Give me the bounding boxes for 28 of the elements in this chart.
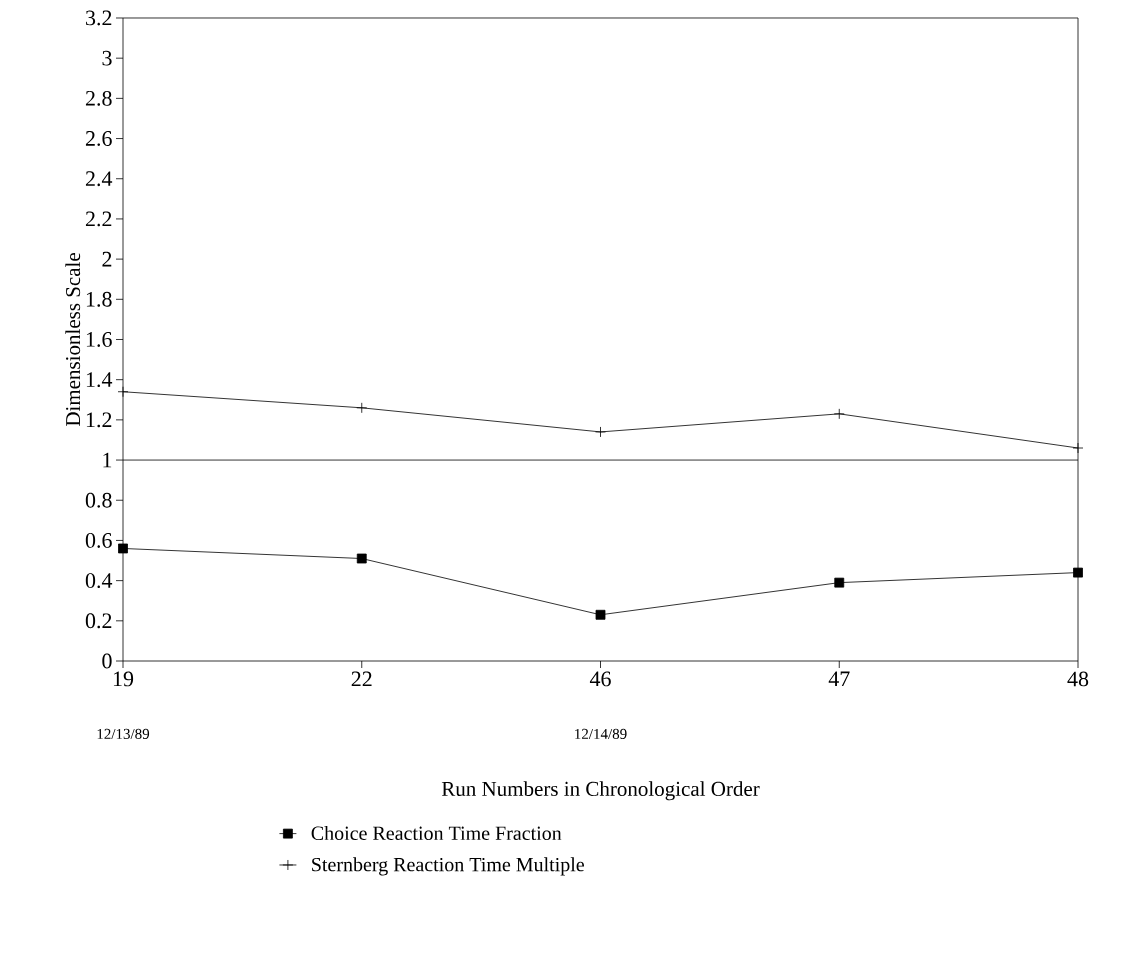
legend-label: Choice Reaction Time Fraction	[311, 825, 562, 841]
y-tick-label: 2.2	[85, 211, 112, 227]
y-tick-label: 1.8	[86, 291, 112, 307]
y-tick-label: 1	[103, 452, 112, 468]
y-tick-label: 3	[102, 50, 112, 66]
y-tick-label: 1.6	[86, 332, 112, 347]
y-tick-label: 0	[102, 653, 112, 669]
y-axis-title: Dimensionless Scale	[65, 253, 81, 427]
y-tick-label: 0.4	[85, 573, 113, 589]
x-tick-label: 22	[351, 671, 372, 687]
y-tick-label: 2.8	[85, 90, 112, 106]
x-tick-label: 48	[1067, 671, 1089, 687]
y-tick-label: 1.2	[86, 412, 112, 428]
text: 12/13/89	[97, 728, 150, 739]
x-axis-title: Run Numbers in Chronological Order	[441, 781, 760, 801]
y-tick-label: 1.4	[86, 372, 113, 388]
y-tick-label: 0.2	[85, 613, 112, 629]
y-tick-label: 3.2	[86, 10, 112, 26]
y-tick-label: 2.6	[85, 131, 112, 146]
y-tick-label: 2.4	[85, 171, 113, 187]
x-tick-label: 47	[828, 671, 850, 686]
x-tick-label: 46	[589, 671, 611, 687]
text: 12/14/89	[575, 728, 627, 739]
y-tick-label: 2	[102, 251, 112, 267]
y-tick-label: 0.6	[85, 532, 112, 548]
x-tick-label: 19	[113, 671, 134, 687]
legend-label: Sternberg Reaction Time Multiple	[312, 857, 585, 876]
y-tick-label: 0.8	[85, 492, 112, 508]
